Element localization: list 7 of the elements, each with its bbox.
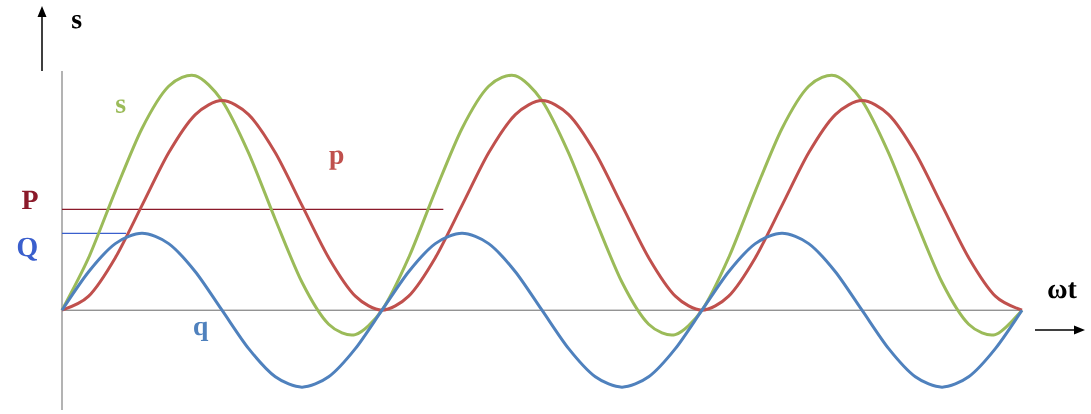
ref-line-label: P [21,190,38,210]
series-label: s [116,99,126,113]
series-label: p [329,150,344,170]
x-axis-title: ωt [1048,282,1077,299]
series-label: q [194,321,209,341]
ref-line-label: Q [17,237,37,261]
y-axis-title: s [72,15,82,29]
